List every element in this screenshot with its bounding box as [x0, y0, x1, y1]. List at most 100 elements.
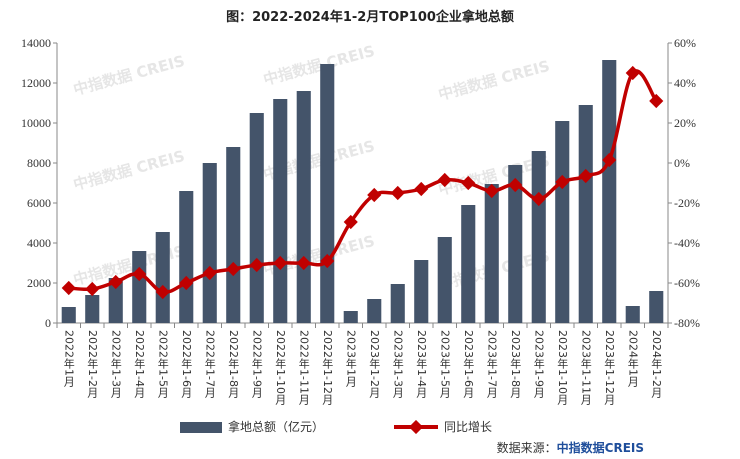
bar [625, 306, 640, 323]
x-tick-label: 2023年1-12月 [603, 330, 616, 405]
x-tick-label: 2023年1-3月 [391, 330, 404, 398]
chart-title: 图：2022-2024年1-2月TOP100企业拿地总额 [226, 10, 514, 25]
growth-point [249, 257, 264, 273]
x-tick-label: 2022年1-12月 [321, 330, 334, 405]
growth-point [531, 191, 546, 207]
bar [85, 295, 100, 323]
legend-item-line: 同比增长 [394, 420, 492, 434]
bar [367, 299, 382, 323]
x-tick-label: 2023年1-5月 [438, 330, 451, 398]
x-tick-label: 2023年1-7月 [485, 330, 498, 398]
x-tick-label: 2022年1-8月 [227, 330, 240, 398]
growth-point [296, 255, 311, 271]
growth-point [202, 265, 217, 281]
growth-point [555, 174, 570, 190]
growth-point [390, 185, 405, 201]
growth-point [578, 168, 593, 184]
growth-point [320, 253, 335, 269]
x-tick-label: 2023年1-10月 [556, 330, 569, 405]
bar [602, 60, 617, 323]
x-tick-label: 2022年1-6月 [180, 330, 193, 398]
x-tick-label: 2022年1月 [62, 330, 75, 387]
x-tick-label: 2022年1-5月 [156, 330, 169, 398]
growth-point [649, 93, 664, 109]
left-tick-label: 2000 [27, 276, 51, 290]
bar [390, 284, 405, 323]
bar [155, 232, 170, 323]
left-tick-label: 8000 [27, 156, 51, 170]
growth-point [508, 177, 523, 193]
x-tick-label: 2023年1-4月 [415, 330, 428, 398]
right-tick-label: -80% [674, 316, 700, 330]
watermark: 中指数据 CREIS [71, 52, 186, 99]
growth-point [132, 266, 147, 282]
growth-point [155, 284, 170, 300]
x-tick-label: 2022年1-2月 [86, 330, 99, 398]
x-tick-label: 2022年1-4月 [133, 330, 146, 398]
bar [484, 184, 499, 323]
growth-point [179, 275, 194, 291]
left-tick-label: 14000 [21, 36, 51, 50]
growth-point [414, 181, 429, 197]
x-tick-label: 2023年1-6月 [462, 330, 475, 398]
source-note: 数据来源：中指数据CREIS [497, 441, 644, 455]
bar [202, 163, 217, 323]
bar [320, 64, 335, 323]
x-tick-label: 2023年1-2月 [368, 330, 381, 398]
legend-bar-swatch [180, 421, 222, 433]
bar [132, 251, 147, 323]
bar [108, 278, 123, 323]
growth-point [343, 214, 358, 230]
source-label: 数据来源： [496, 441, 557, 455]
right-tick-label: -60% [674, 276, 700, 290]
left-tick-label: 6000 [27, 196, 51, 210]
x-tick-label: 2022年1-10月 [274, 330, 287, 405]
bar [226, 147, 241, 323]
watermark: 中指数据 CREIS [436, 57, 551, 104]
left-tick-label: 4000 [27, 236, 51, 250]
bar [249, 113, 264, 323]
source-brand: 中指数据CREIS [556, 441, 644, 455]
legend: 拿地总额（亿元） 同比增长 [180, 420, 492, 434]
growth-point [602, 152, 617, 168]
right-tick-label: 40% [674, 76, 696, 90]
bar [437, 237, 452, 323]
x-tick-label: 2023年1-11月 [579, 330, 592, 405]
right-tick-label: 0% [674, 156, 690, 170]
legend-line-swatch [394, 420, 439, 434]
growth-point [108, 274, 123, 290]
legend-label: 拿地总额（亿元） [228, 420, 325, 434]
x-tick-label: 2023年1月 [344, 330, 357, 387]
bar [555, 121, 570, 323]
x-tick-label: 2022年1-9月 [250, 330, 263, 398]
x-tick-label: 2024年1-2月 [650, 330, 663, 398]
bar [461, 205, 476, 323]
watermark: 中指数据 CREIS [261, 42, 376, 89]
growth-point [61, 280, 76, 296]
bar [508, 165, 523, 323]
growth-point [226, 261, 241, 277]
x-tick-label: 2024年1月 [626, 330, 639, 387]
bar [531, 151, 546, 323]
x-tick-label: 2023年1-9月 [532, 330, 545, 398]
left-tick-label: 10000 [21, 116, 51, 130]
growth-point [461, 175, 476, 191]
growth-point [367, 187, 382, 203]
right-tick-label: -20% [674, 196, 700, 210]
bar [649, 291, 664, 323]
bar [179, 191, 194, 323]
x-tick-label: 2022年1-3月 [109, 330, 122, 398]
bar [296, 91, 311, 323]
x-tick-label: 2023年1-8月 [509, 330, 522, 398]
left-tick-label: 12000 [21, 76, 51, 90]
bar [414, 260, 429, 323]
x-tick-label: 2022年1-7月 [203, 330, 216, 398]
bar [273, 99, 288, 323]
growth-point [484, 183, 499, 199]
bar [61, 307, 76, 323]
bar [578, 105, 593, 323]
watermark: 中指数据 CREIS [71, 147, 186, 194]
left-tick-label: 0 [45, 316, 51, 330]
right-tick-label: 20% [674, 116, 696, 130]
